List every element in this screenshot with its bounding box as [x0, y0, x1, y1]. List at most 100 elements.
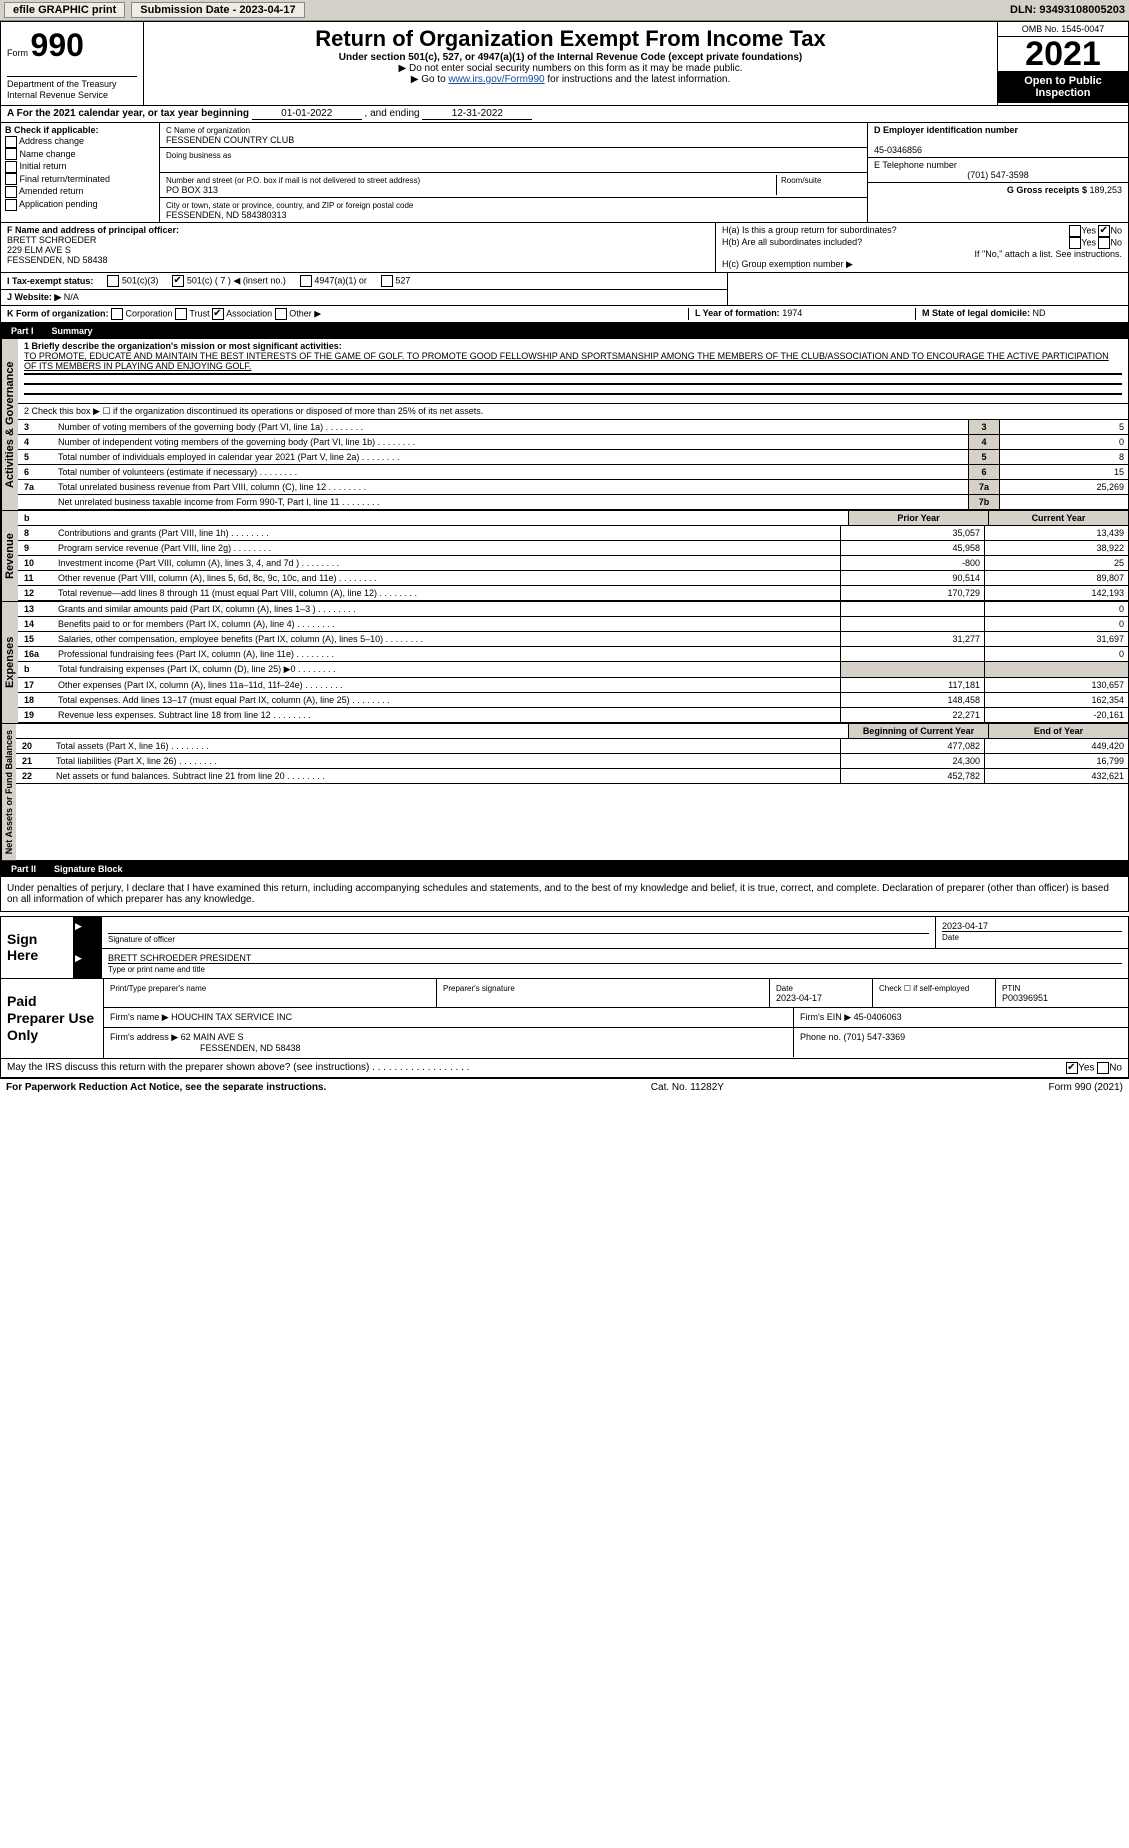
opt-name-change: Name change: [20, 149, 76, 159]
line-desc: Contributions and grants (Part VIII, lin…: [54, 526, 840, 540]
goto-prefix: ▶ Go to: [411, 74, 449, 85]
line-row: 12Total revenue—add lines 8 through 11 (…: [18, 586, 1128, 601]
chk-address-change[interactable]: [5, 136, 17, 148]
line-row: Net unrelated business taxable income fr…: [18, 495, 1128, 510]
chk-discuss-yes[interactable]: [1066, 1062, 1078, 1074]
line-row: 4Number of independent voting members of…: [18, 435, 1128, 450]
chk-initial-return[interactable]: [5, 161, 17, 173]
current-year-value: 89,807: [984, 571, 1128, 585]
col-current-year: Current Year: [988, 511, 1128, 525]
line-num: 3: [18, 420, 54, 434]
opt-501c: 501(c) ( 7 ) ◀ (insert no.): [187, 275, 286, 285]
part-ii-label: Part II: [1, 862, 46, 876]
hb-note: If "No," attach a list. See instructions…: [975, 249, 1122, 259]
prior-year-value: 90,514: [840, 571, 984, 585]
tax-year: 2021: [998, 37, 1128, 71]
open-public-badge: Open to Public Inspection: [998, 71, 1128, 103]
current-year-value: 130,657: [984, 678, 1128, 692]
line-num: 4: [18, 435, 54, 449]
dln: DLN: 93493108005203: [1010, 4, 1125, 16]
subtitle-section: Under section 501(c), 527, or 4947(a)(1)…: [150, 52, 991, 63]
line-num: 15: [18, 632, 54, 646]
prior-year-value: [840, 647, 984, 661]
prep-sig-label: Preparer's signature: [443, 984, 515, 993]
opt-initial-return: Initial return: [20, 161, 67, 171]
opt-other: Other ▶: [289, 308, 321, 318]
line-value: 8: [999, 450, 1128, 464]
chk-ha-no[interactable]: [1098, 225, 1110, 237]
line-label-cell: 7b: [968, 495, 999, 509]
firm-addr-label: Firm's address ▶: [110, 1032, 181, 1042]
line-desc: Total revenue—add lines 8 through 11 (mu…: [54, 586, 840, 600]
current-year-value: 142,193: [984, 586, 1128, 600]
line-num: 10: [18, 556, 54, 570]
prior-year-value: 24,300: [840, 754, 984, 768]
current-year-value: 16,799: [984, 754, 1128, 768]
chk-discuss-no[interactable]: [1097, 1062, 1109, 1074]
line-desc: Revenue less expenses. Subtract line 18 …: [54, 708, 840, 722]
line-desc: Professional fundraising fees (Part IX, …: [54, 647, 840, 661]
chk-hb-no[interactable]: [1098, 237, 1110, 249]
block-b-through-g: B Check if applicable: Address change Na…: [0, 123, 1129, 223]
line-num: 20: [16, 739, 52, 753]
line-desc: Total assets (Part X, line 16): [52, 739, 840, 753]
chk-final-return[interactable]: [5, 173, 17, 185]
part-i-header: Part I Summary: [0, 323, 1129, 339]
prep-date-label: Date: [776, 984, 793, 993]
opt-corp: Corporation: [126, 308, 173, 318]
current-year-value: 0: [984, 617, 1128, 631]
chk-name-change[interactable]: [5, 148, 17, 160]
current-year-value: 25: [984, 556, 1128, 570]
line-num: 17: [18, 678, 54, 692]
sig-date: 2023-04-17: [942, 921, 988, 931]
form-prefix: Form: [7, 48, 28, 58]
submission-date: Submission Date - 2023-04-17: [131, 2, 304, 18]
part-i-net-assets: Net Assets or Fund Balances Beginning of…: [0, 724, 1129, 861]
line-label-cell: 5: [968, 450, 999, 464]
website-value: N/A: [61, 292, 79, 302]
dba-label: Doing business as: [166, 151, 231, 160]
line-desc: Investment income (Part VIII, column (A)…: [54, 556, 840, 570]
state-domicile: ND: [1033, 308, 1046, 318]
gross-receipts: 189,253: [1089, 185, 1122, 195]
chk-527[interactable]: [381, 275, 393, 287]
d-ein-label: D Employer identification number: [874, 125, 1018, 135]
chk-501c3[interactable]: [107, 275, 119, 287]
self-employed-check: Check ☐ if self-employed: [879, 984, 969, 993]
goto-suffix: for instructions and the latest informat…: [545, 74, 731, 85]
prior-year-value: [840, 617, 984, 631]
chk-corp[interactable]: [111, 308, 123, 320]
firm-addr1: 62 MAIN AVE S: [181, 1032, 244, 1042]
line-row: 15Salaries, other compensation, employee…: [18, 632, 1128, 647]
chk-app-pending[interactable]: [5, 199, 17, 211]
chk-4947[interactable]: [300, 275, 312, 287]
ssn-warning: ▶ Do not enter social security numbers o…: [150, 63, 991, 74]
chk-amended[interactable]: [5, 186, 17, 198]
line-desc: Grants and similar amounts paid (Part IX…: [54, 602, 840, 616]
chk-assoc[interactable]: [212, 308, 224, 320]
chk-other[interactable]: [275, 308, 287, 320]
chk-hb-yes[interactable]: [1069, 237, 1081, 249]
current-year-value: 0: [984, 647, 1128, 661]
chk-501c[interactable]: [172, 275, 184, 287]
current-year-value: 31,697: [984, 632, 1128, 646]
year-formation: 1974: [782, 308, 802, 318]
side-label-net-assets: Net Assets or Fund Balances: [1, 724, 16, 860]
m-label: M State of legal domicile:: [922, 308, 1033, 318]
street-value: PO BOX 313: [166, 185, 218, 195]
line-num: 13: [18, 602, 54, 616]
ein-value: 45-0346856: [874, 145, 922, 155]
paid-preparer-label: Paid Preparer Use Only: [1, 979, 104, 1057]
officer-addr2: FESSENDEN, ND 58438: [7, 255, 108, 265]
chk-trust[interactable]: [175, 308, 187, 320]
line-num: 12: [18, 586, 54, 600]
prep-date: 2023-04-17: [776, 993, 822, 1003]
line-desc: Program service revenue (Part VIII, line…: [54, 541, 840, 555]
prior-year-value: 170,729: [840, 586, 984, 600]
line-value: [999, 495, 1128, 509]
chk-ha-yes[interactable]: [1069, 225, 1081, 237]
yes-label: Yes: [1078, 1062, 1094, 1073]
form-header: Form 990 Department of the Treasury Inte…: [0, 21, 1129, 106]
irs-link[interactable]: www.irs.gov/Form990: [448, 74, 544, 85]
line-value: 0: [999, 435, 1128, 449]
